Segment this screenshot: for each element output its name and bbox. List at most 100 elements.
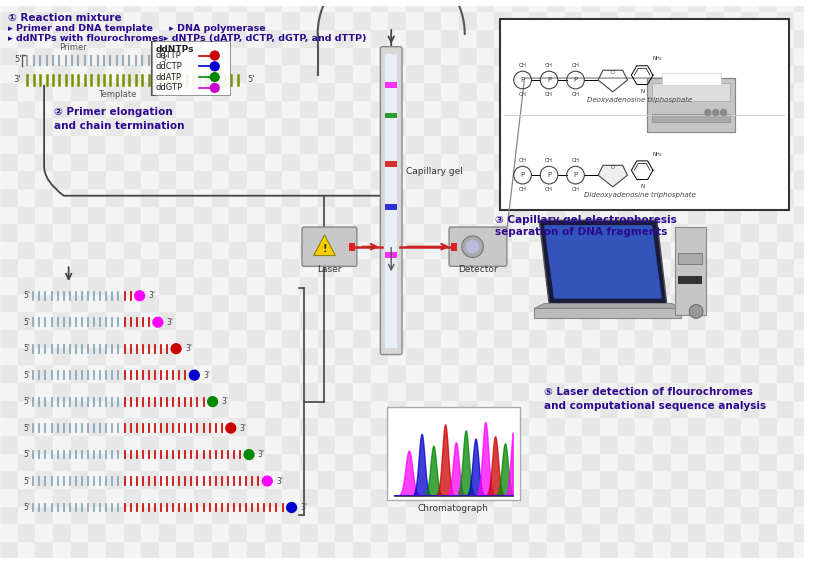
Bar bbox=[335, 541, 352, 558]
Bar bbox=[124, 135, 141, 153]
Bar bbox=[194, 435, 211, 452]
Bar bbox=[141, 188, 159, 205]
Bar bbox=[106, 470, 124, 488]
Bar bbox=[776, 541, 794, 558]
Bar bbox=[211, 258, 229, 276]
Bar bbox=[335, 400, 352, 417]
Bar bbox=[600, 188, 617, 205]
Bar bbox=[247, 82, 265, 100]
Bar bbox=[581, 470, 600, 488]
Bar bbox=[317, 364, 335, 382]
Polygon shape bbox=[534, 309, 681, 318]
Bar bbox=[529, 82, 546, 100]
Bar bbox=[176, 11, 194, 29]
Bar bbox=[600, 64, 617, 82]
Bar bbox=[722, 29, 740, 47]
Bar bbox=[722, 400, 740, 417]
Bar bbox=[687, 435, 705, 452]
Bar bbox=[53, 258, 70, 276]
Bar bbox=[229, 223, 247, 241]
Bar bbox=[53, 276, 70, 294]
Bar bbox=[546, 11, 564, 29]
Bar bbox=[35, 347, 53, 364]
Bar bbox=[141, 294, 159, 311]
Bar bbox=[459, 435, 476, 452]
Bar bbox=[811, 29, 819, 47]
Bar bbox=[70, 29, 88, 47]
Bar bbox=[600, 100, 617, 117]
Bar bbox=[88, 29, 106, 47]
Bar bbox=[581, 364, 600, 382]
Bar bbox=[247, 470, 265, 488]
Bar bbox=[70, 82, 88, 100]
Text: 3': 3' bbox=[166, 318, 174, 327]
Bar bbox=[141, 82, 159, 100]
Text: Dideoxyadenosine triphosphate: Dideoxyadenosine triphosphate bbox=[583, 192, 695, 197]
Bar bbox=[652, 452, 670, 470]
Bar bbox=[18, 29, 35, 47]
Bar bbox=[740, 364, 758, 382]
Text: OH: OH bbox=[545, 63, 552, 68]
Bar bbox=[564, 505, 581, 523]
Bar bbox=[529, 11, 546, 29]
Bar bbox=[511, 47, 529, 64]
Bar bbox=[494, 100, 511, 117]
Bar bbox=[670, 170, 687, 188]
Bar bbox=[529, 452, 546, 470]
Bar bbox=[247, 100, 265, 117]
Bar bbox=[494, 400, 511, 417]
Bar bbox=[18, 488, 35, 505]
Bar bbox=[511, 170, 529, 188]
Polygon shape bbox=[314, 235, 335, 255]
Bar bbox=[194, 241, 211, 258]
Bar bbox=[529, 470, 546, 488]
Bar bbox=[441, 223, 459, 241]
Bar bbox=[758, 170, 776, 188]
Bar bbox=[581, 417, 600, 435]
Text: ② Primer elongation
and chain termination: ② Primer elongation and chain terminatio… bbox=[54, 108, 184, 131]
Bar bbox=[459, 488, 476, 505]
Bar bbox=[794, 523, 811, 541]
Bar bbox=[476, 170, 494, 188]
Bar bbox=[564, 29, 581, 47]
Bar bbox=[300, 170, 317, 188]
Bar bbox=[387, 0, 405, 11]
Bar bbox=[564, 523, 581, 541]
Bar bbox=[385, 161, 396, 167]
Bar bbox=[476, 417, 494, 435]
Bar bbox=[335, 11, 352, 29]
Bar bbox=[124, 452, 141, 470]
Bar bbox=[758, 294, 776, 311]
Bar bbox=[53, 417, 70, 435]
Bar bbox=[705, 541, 722, 558]
Bar bbox=[441, 311, 459, 329]
Bar bbox=[265, 117, 282, 135]
Bar bbox=[423, 170, 441, 188]
Bar bbox=[106, 64, 124, 82]
Bar bbox=[124, 294, 141, 311]
Bar bbox=[494, 0, 511, 11]
Text: ① Reaction mixture: ① Reaction mixture bbox=[8, 14, 121, 23]
Bar bbox=[317, 188, 335, 205]
Bar bbox=[282, 100, 300, 117]
Bar bbox=[476, 82, 494, 100]
Bar bbox=[247, 205, 265, 223]
Bar bbox=[494, 82, 511, 100]
Bar bbox=[617, 505, 635, 523]
Bar bbox=[705, 0, 722, 11]
Bar bbox=[352, 153, 370, 170]
Bar bbox=[229, 29, 247, 47]
Bar bbox=[722, 170, 740, 188]
Bar bbox=[370, 205, 387, 223]
Bar bbox=[423, 100, 441, 117]
Text: 5': 5' bbox=[247, 74, 254, 83]
Bar bbox=[511, 29, 529, 47]
Bar bbox=[70, 100, 88, 117]
Bar bbox=[194, 223, 211, 241]
Bar bbox=[494, 170, 511, 188]
Bar bbox=[159, 82, 176, 100]
Bar bbox=[194, 170, 211, 188]
Bar bbox=[581, 11, 600, 29]
Bar bbox=[423, 347, 441, 364]
Bar bbox=[546, 47, 564, 64]
